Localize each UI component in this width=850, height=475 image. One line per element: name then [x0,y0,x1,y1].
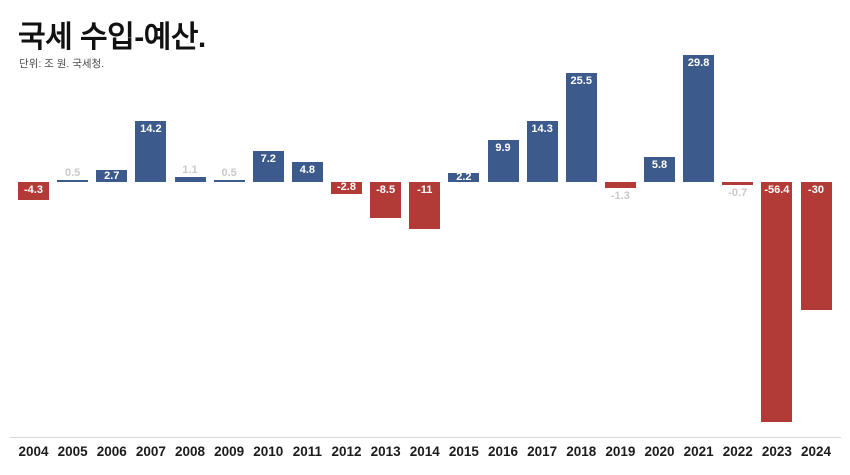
x-tick-label-2015: 2015 [448,444,479,459]
bar-value-label: 5.8 [651,159,668,172]
bar-value-label: 1.1 [182,164,198,177]
bar-2021 [683,55,715,182]
x-tick-label-2008: 2008 [174,444,206,459]
x-tick-label-2023: 2023 [761,444,792,459]
bar-value-label: -11 [417,184,433,196]
bar-2012 [331,182,362,194]
x-tick-label-2007: 2007 [135,444,166,459]
bar-2004 [18,182,49,201]
bar-value-label: 2.2 [456,170,472,183]
x-tick-label-2020: 2020 [644,444,675,459]
x-tick-label-2010: 2010 [253,444,284,459]
bar-value-label: 7.2 [260,153,276,166]
bar-value-label: 0.5 [64,166,81,179]
x-tick-label-2011: 2011 [292,444,323,459]
bar-value-label: 14.3 [531,123,553,136]
x-tick-label-2022: 2022 [722,444,753,459]
bar-value-label: 0.5 [221,166,237,179]
bar-value-label: -0.7 [728,186,748,199]
x-tick-label-2006: 2006 [96,444,127,459]
bar-2020 [644,157,675,182]
x-tick-label-2005: 2005 [57,444,88,459]
x-tick-label-2014: 2014 [409,444,440,459]
bar-2010 [252,151,284,182]
bar-2008 [174,177,206,182]
bar-2019 [604,182,636,188]
bar-2017 [526,121,558,182]
bar-2016 [487,139,519,182]
bar-2015 [448,172,480,182]
bar-value-label: -2.8 [337,181,356,194]
bar-2011 [291,161,323,182]
x-tick-label-2019: 2019 [605,444,636,459]
x-tick-label-2017: 2017 [527,444,558,459]
bar-value-label: 4.8 [299,163,316,176]
bar-value-label: -4.3 [24,184,43,196]
bar-value-label: -1.3 [610,189,630,202]
bar-2005 [57,179,89,182]
bar-2024 [800,182,832,310]
chart-subtitle: 단위: 조 원. 국세청. [19,58,105,70]
bar-2018 [565,73,597,182]
bar-value-label: 29.8 [687,57,710,69]
bar-value-label: -30 [808,184,824,196]
bar-value-label: 25.5 [570,75,592,88]
bar-2022 [722,182,754,185]
x-tick-label-2018: 2018 [566,444,597,459]
bar-2007 [135,121,167,182]
x-axis: 2004 2005 2006 2007 2008 2009 2010 2011 2012 2013… [0,438,850,475]
x-tick-label-2004: 2004 [18,444,49,459]
bar-2006 [96,170,128,182]
bar-value-label: -56.4 [764,184,790,196]
x-axis-line [10,437,841,438]
bar-value-label: -8.5 [376,184,396,196]
x-tick-label-2024: 2024 [800,444,832,459]
x-tick-label-2016: 2016 [487,444,519,459]
bar-value-label: 14.2 [140,123,162,136]
bar-value-label: 9.9 [495,141,511,154]
x-tick-label-2009: 2009 [214,444,245,459]
bar-2013 [370,182,402,219]
bar-2009 [213,179,245,182]
bar-2023 [761,182,793,423]
bar-value-label: 2.7 [104,169,120,182]
x-tick-label-2021: 2021 [683,444,714,459]
x-tick-label-2013: 2013 [370,444,401,459]
x-tick-label-2012: 2012 [331,444,362,459]
bar-2014 [409,182,441,229]
plot-area: -4.3 0.5 2.7 14.2 1.1 0.5 7.2 4.8 -2.8 -8.5 -11 2.2… [0,50,850,437]
chart-title: 국세 수입-예산. [18,21,206,54]
